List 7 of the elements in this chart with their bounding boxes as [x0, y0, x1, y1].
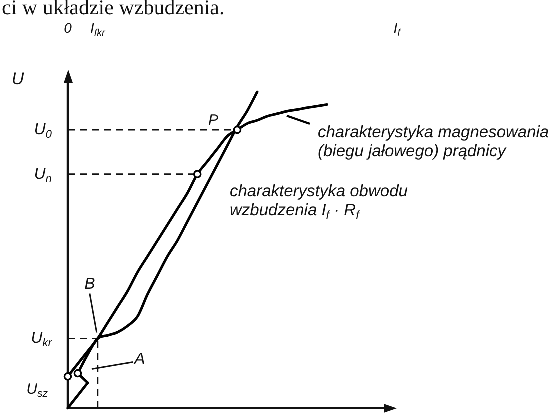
annotation: A: [134, 350, 146, 368]
series-label: charakterystyka magnesowania (biegu jałowego) prądnicy: [318, 124, 550, 161]
y-axis-title: U: [12, 70, 25, 89]
annotation: P: [208, 112, 218, 130]
x-tick-label: 0: [64, 20, 72, 36]
annotation: B: [84, 276, 96, 294]
text: ci w układzie wzbudzenia.: [2, 0, 225, 20]
